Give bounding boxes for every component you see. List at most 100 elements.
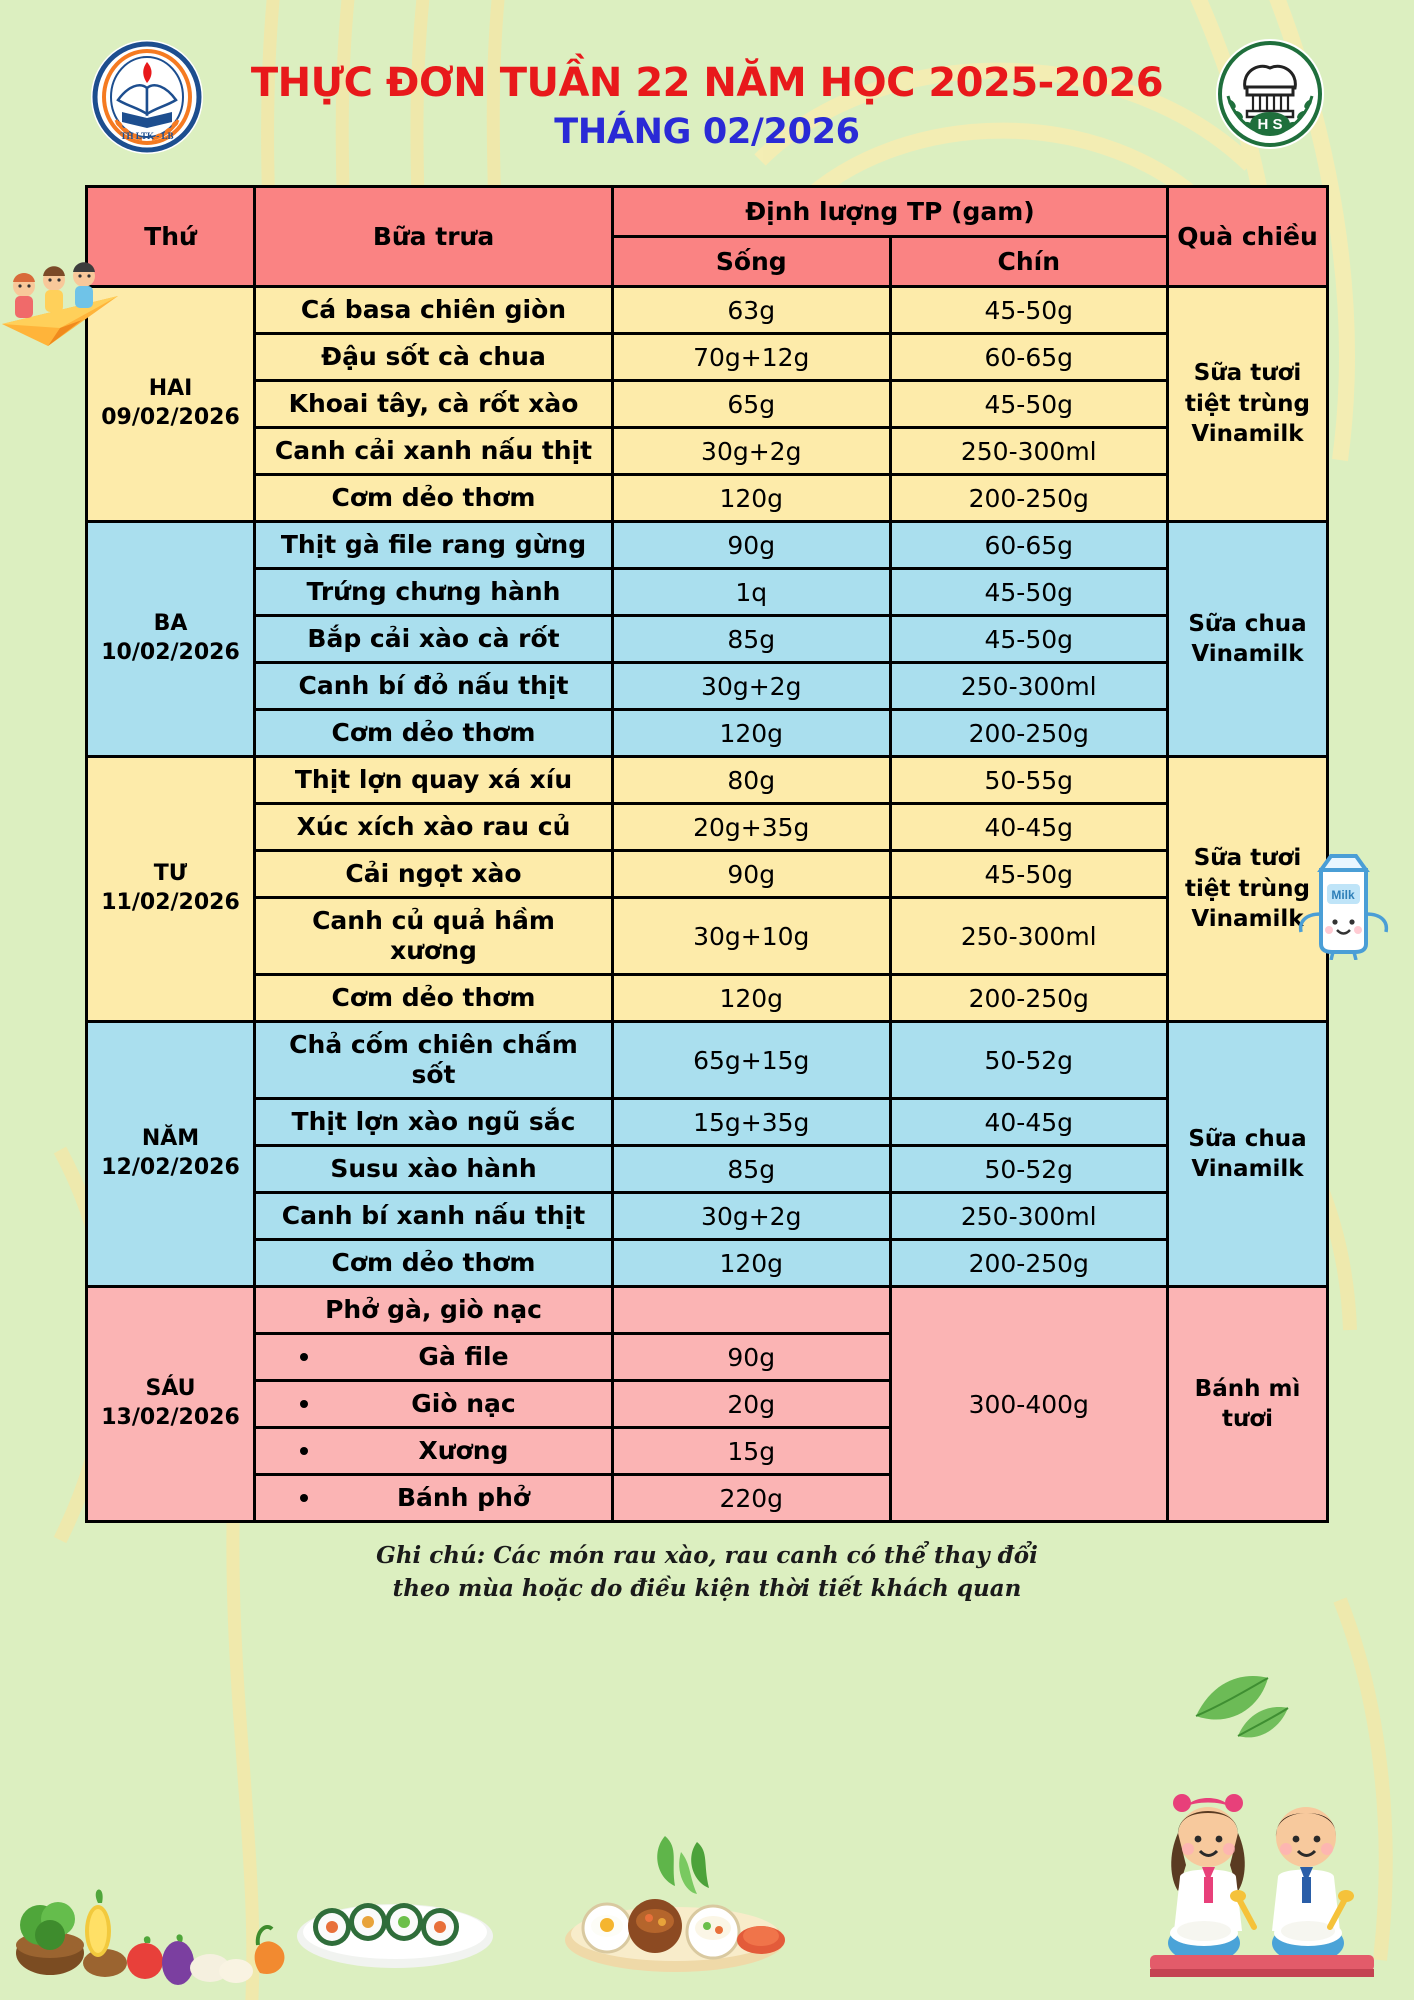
leaf-icon — [1184, 1656, 1294, 1750]
day-cell: BA 10/02/2026 — [85, 520, 256, 758]
raw-amount-cell: 220g — [611, 1473, 892, 1523]
cooked-amount-cell: 45-50g — [888, 849, 1169, 899]
cooked-amount-cell: 60-65g — [888, 332, 1169, 382]
dish-name-cell: Thịt lợn xào ngũ sắc — [253, 1097, 614, 1147]
dish-name-cell: Xương — [253, 1426, 614, 1476]
table-row: Khoai tây, cà rốt xào 65g 45-50g — [87, 379, 1328, 429]
cooked-amount-cell: 45-50g — [888, 614, 1169, 664]
page-header: TH LTK - LB THỰC ĐƠN TUẦN 22 NĂM HỌC 202… — [0, 0, 1414, 185]
table-row: Cơm dẻo thơm 120g 200-250g — [87, 473, 1328, 523]
raw-amount-cell: 1q — [611, 567, 892, 617]
raw-amount-cell: 90g — [611, 520, 892, 570]
dish-name-cell: Đậu sốt cà chua — [253, 332, 614, 382]
table-row: Xương 15g — [87, 1426, 1328, 1476]
dish-name-cell: Cơm dẻo thơm — [253, 708, 614, 758]
dish-name-cell: Bắp cải xào cà rốt — [253, 614, 614, 664]
dish-name-cell: Cá basa chiên giòn — [253, 285, 614, 335]
dish-name-cell: Giò nạc — [253, 1379, 614, 1429]
day-name: NĂM — [141, 1126, 200, 1152]
cooked-amount-cell: 60-65g — [888, 520, 1169, 570]
raw-amount-cell: 85g — [611, 1144, 892, 1194]
cooked-amount-cell: 250-300ml — [888, 1191, 1169, 1241]
table-row: Susu xào hành 85g 50-52g — [87, 1144, 1328, 1194]
cooked-amount-cell: 50-55g — [888, 755, 1169, 805]
dish-name-cell: Canh cải xanh nấu thịt — [253, 426, 614, 476]
table-row: Canh cải xanh nấu thịt 30g+2g 250-300ml — [87, 426, 1328, 476]
dish-name-cell: Canh củ quả hầm xương — [253, 896, 614, 976]
table-row: NĂM 12/02/2026 Chả cốm chiên chấm sốt 65g+1… — [85, 1020, 1329, 1288]
day-cell: NĂM 12/02/2026 — [85, 1020, 256, 1288]
table-row: Giò nạc 20g — [87, 1379, 1328, 1429]
dish-name: Giò nạc — [411, 1389, 516, 1418]
cooked-amount-cell: 200-250g — [888, 973, 1169, 1023]
dish-name-cell: Cơm dẻo thơm — [253, 1238, 614, 1288]
milk-carton-icon: Milk — [1291, 840, 1396, 964]
raw-amount-cell: 90g — [611, 849, 892, 899]
day-cell: TƯ 11/02/2026 — [85, 755, 256, 1023]
dish-name-cell: Cơm dẻo thơm — [253, 473, 614, 523]
table-row: SÁU 13/02/2026 Phở gà, giò nạc 300-400g Bánh… — [85, 1285, 1329, 1523]
footer-note-line-2: theo mùa hoặc do điều kiện thời tiết khá… — [392, 1575, 1022, 1603]
header-row-2: Sống Chín — [87, 235, 1328, 288]
footer-note-line-1: Ghi chú: Các món rau xào, rau canh có th… — [376, 1542, 1038, 1569]
header-snack: Quà chiều — [1166, 185, 1329, 288]
cooked-amount-cell: 200-250g — [888, 708, 1169, 758]
table-body: HAI 09/02/2026 Cá basa chiên giòn 63g 45-50g… — [85, 285, 1329, 1523]
dish-name-cell: Canh bí xanh nấu thịt — [253, 1191, 614, 1241]
dish-name-cell: Chả cốm chiên chấm sốt — [253, 1020, 614, 1100]
raw-amount-cell: 80g — [611, 755, 892, 805]
header-row-1: Thứ Bữa trưa Định lượng TP (gam) Quà chi… — [85, 185, 1329, 288]
school-logo-left: TH LTK - LB — [88, 38, 206, 160]
dish-name-cell: Cải ngọt xào — [253, 849, 614, 899]
day-name: SÁU — [145, 1376, 196, 1402]
raw-amount-cell — [611, 1285, 892, 1335]
day-name: BA — [153, 611, 188, 637]
bullet-icon — [300, 1447, 308, 1455]
kitchen-logo-right-text: H S — [1257, 116, 1282, 133]
raw-amount-cell: 30g+10g — [611, 896, 892, 976]
day-date: 09/02/2026 — [101, 405, 240, 430]
raw-amount-cell: 65g — [611, 379, 892, 429]
cooked-amount-cell: 40-45g — [888, 1097, 1169, 1147]
raw-amount-cell: 20g — [611, 1379, 892, 1429]
food-tray-icon — [545, 1828, 805, 1982]
header-raw: Sống — [611, 235, 892, 288]
footer-note: Ghi chú: Các món rau xào, rau canh có th… — [0, 1539, 1414, 1606]
raw-amount-cell: 30g+2g — [611, 661, 892, 711]
table-row: Xúc xích xào rau củ 20g+35g 40-45g — [87, 802, 1328, 852]
svg-text:Milk: Milk — [1331, 888, 1355, 902]
table-row: Cơm dẻo thơm 120g 200-250g — [87, 708, 1328, 758]
page-title: THỰC ĐƠN TUẦN 22 NĂM HỌC 2025-2026 — [250, 59, 1164, 106]
kids-paper-plane-icon — [0, 250, 130, 364]
dish-name-cell: Khoai tây, cà rốt xào — [253, 379, 614, 429]
dish-name-cell: Susu xào hành — [253, 1144, 614, 1194]
raw-amount-cell: 85g — [611, 614, 892, 664]
children-eating-icon — [1136, 1781, 1386, 1990]
dish-name-cell: Thịt lợn quay xá xíu — [253, 755, 614, 805]
day-name: TƯ — [153, 861, 188, 887]
raw-amount-cell: 15g — [611, 1426, 892, 1476]
cooked-amount-cell: 250-300ml — [888, 896, 1169, 976]
raw-amount-cell: 30g+2g — [611, 426, 892, 476]
menu-table-container: Thứ Bữa trưa Định lượng TP (gam) Quà chi… — [0, 185, 1414, 1523]
snack-cell: Sữa chua Vinamilk — [1166, 520, 1329, 758]
weekly-menu-table: Thứ Bữa trưa Định lượng TP (gam) Quà chi… — [85, 185, 1329, 1523]
dish-name-cell: Canh bí đỏ nấu thịt — [253, 661, 614, 711]
table-row: Canh bí xanh nấu thịt 30g+2g 250-300ml — [87, 1191, 1328, 1241]
day-date: 11/02/2026 — [101, 890, 240, 915]
raw-amount-cell: 63g — [611, 285, 892, 335]
vegetable-basket-icon — [10, 1803, 310, 1992]
dish-name-cell: Gà file — [253, 1332, 614, 1382]
header-portion-group: Định lượng TP (gam) — [611, 185, 1169, 238]
raw-amount-cell: 20g+35g — [611, 802, 892, 852]
kitchen-logo-right: H S — [1214, 38, 1326, 154]
header-day: Thứ — [85, 185, 256, 288]
raw-amount-cell: 120g — [611, 473, 892, 523]
cooked-amount-cell: 200-250g — [888, 473, 1169, 523]
header-lunch: Bữa trưa — [253, 185, 614, 288]
cooked-amount-cell: 45-50g — [888, 379, 1169, 429]
sushi-platter-icon — [290, 1864, 500, 1978]
table-row: Cơm dẻo thơm 120g 200-250g — [87, 973, 1328, 1023]
raw-amount-cell: 70g+12g — [611, 332, 892, 382]
cooked-amount-cell: 50-52g — [888, 1144, 1169, 1194]
